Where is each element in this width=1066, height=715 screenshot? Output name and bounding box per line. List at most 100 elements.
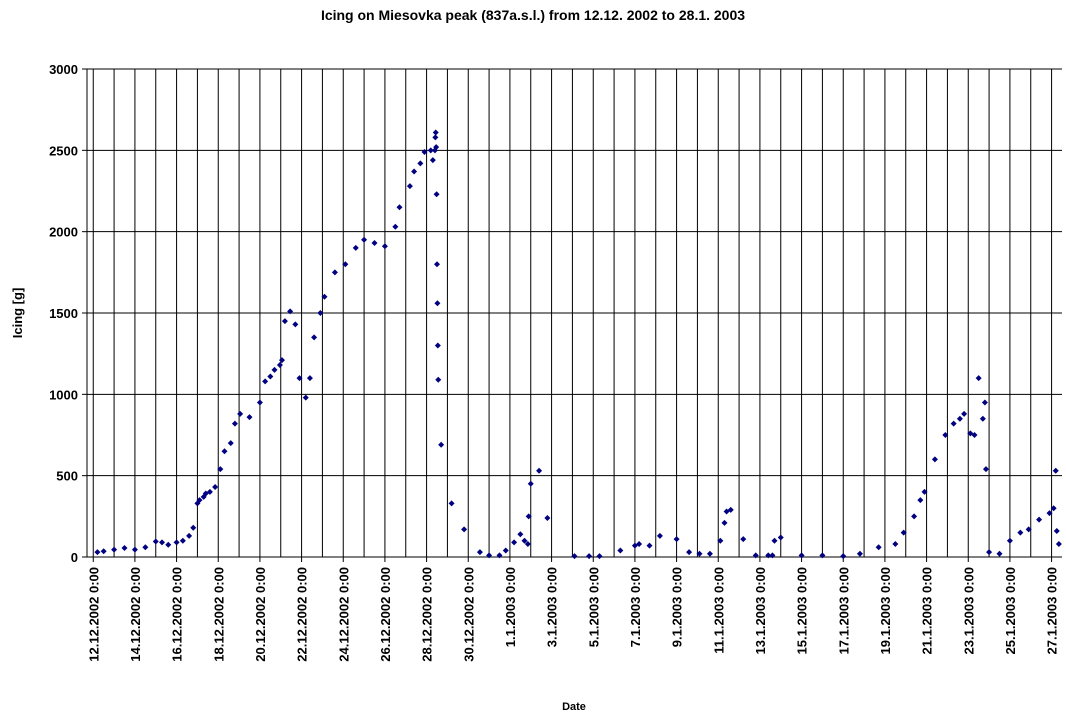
data-point (1052, 467, 1059, 474)
data-point (544, 514, 551, 521)
data-point (476, 549, 483, 556)
x-tick-label: 3.1.2003 0:00 (545, 567, 560, 647)
data-point (524, 540, 531, 547)
data-point (121, 545, 128, 552)
x-tick-label: 26.12.2002 0:00 (378, 567, 393, 662)
data-point (740, 536, 747, 543)
x-tick-label: 22.12.2002 0:00 (295, 567, 310, 662)
y-axis-title: Icing [g] (10, 288, 25, 339)
data-point (798, 552, 805, 559)
data-point (900, 529, 907, 536)
data-point (771, 537, 778, 544)
data-point (448, 500, 455, 507)
data-point (142, 544, 149, 551)
data-point (986, 549, 993, 556)
x-tick-label: 24.12.2002 0:00 (336, 567, 351, 662)
data-point (911, 513, 918, 520)
x-tick-label: 12.12.2002 0:00 (86, 567, 101, 662)
data-point (429, 157, 436, 164)
data-point (331, 269, 338, 276)
data-point (281, 318, 288, 325)
x-tick-label: 28.12.2002 0:00 (420, 567, 435, 662)
x-tick-label: 19.1.2003 0:00 (878, 567, 893, 654)
data-point (438, 441, 445, 448)
data-point (406, 183, 413, 190)
data-point (461, 526, 468, 533)
data-point (432, 134, 439, 141)
data-point (173, 539, 180, 546)
data-point (996, 550, 1003, 557)
data-point (317, 310, 324, 316)
data-point (727, 506, 734, 513)
y-tick-label: 1000 (49, 387, 78, 402)
data-point (721, 519, 728, 526)
data-point (302, 394, 309, 401)
x-tick-label: 14.12.2002 0:00 (128, 567, 143, 662)
data-point (396, 204, 403, 211)
data-point (159, 539, 165, 546)
data-point (1053, 527, 1060, 534)
data-point (296, 375, 303, 382)
x-tick-label: 5.1.2003 0:00 (586, 567, 601, 647)
x-tick-label: 13.1.2003 0:00 (753, 567, 768, 654)
data-point (819, 552, 826, 559)
y-tick-label: 0 (71, 550, 78, 565)
data-point (342, 261, 349, 268)
data-point (706, 550, 713, 557)
data-point (921, 488, 928, 495)
x-tick-label: 1.1.2003 0:00 (503, 567, 518, 647)
data-point (1055, 540, 1062, 547)
data-point (496, 552, 503, 559)
data-point (769, 552, 776, 559)
y-tick-label: 2500 (49, 143, 78, 158)
data-point (961, 410, 968, 417)
data-point (875, 544, 882, 551)
data-point (411, 168, 418, 175)
data-point (717, 537, 724, 544)
data-point (517, 531, 524, 538)
data-point (279, 357, 285, 364)
data-point (94, 549, 101, 556)
x-tick-label: 30.12.2002 0:00 (461, 567, 476, 662)
data-point (981, 399, 988, 406)
x-tick-label: 15.1.2003 0:00 (795, 567, 810, 654)
x-tick-label: 18.12.2002 0:00 (211, 567, 226, 662)
data-point (271, 366, 278, 373)
y-tick-label: 500 (56, 469, 78, 484)
data-point (1046, 510, 1053, 517)
data-point (190, 524, 197, 531)
x-tick-label: 16.12.2002 0:00 (170, 567, 185, 662)
data-point (111, 546, 118, 553)
x-tick-label: 21.1.2003 0:00 (920, 567, 935, 654)
data-point (1036, 516, 1043, 523)
data-point (777, 534, 784, 541)
data-point (276, 362, 283, 369)
data-point (511, 539, 518, 546)
y-tick-label: 2000 (49, 225, 78, 240)
data-point (971, 432, 978, 438)
data-point (840, 553, 847, 560)
data-point (1017, 529, 1024, 536)
data-point (361, 236, 368, 243)
data-point (435, 376, 442, 383)
data-point (206, 488, 213, 495)
data-point (352, 244, 359, 251)
x-tick-label: 17.1.2003 0:00 (836, 567, 851, 654)
data-point (227, 440, 234, 447)
data-point (646, 542, 653, 549)
data-point (433, 144, 440, 151)
data-point (179, 537, 186, 544)
data-point (636, 540, 643, 547)
data-point (321, 293, 328, 300)
data-point (165, 541, 172, 548)
data-point (427, 147, 434, 154)
data-point (246, 414, 253, 421)
data-point (982, 466, 989, 473)
data-point (371, 240, 378, 247)
data-point (486, 552, 493, 559)
data-point (950, 420, 957, 427)
data-point (262, 378, 269, 385)
data-point (892, 540, 899, 547)
data-point (100, 548, 107, 555)
